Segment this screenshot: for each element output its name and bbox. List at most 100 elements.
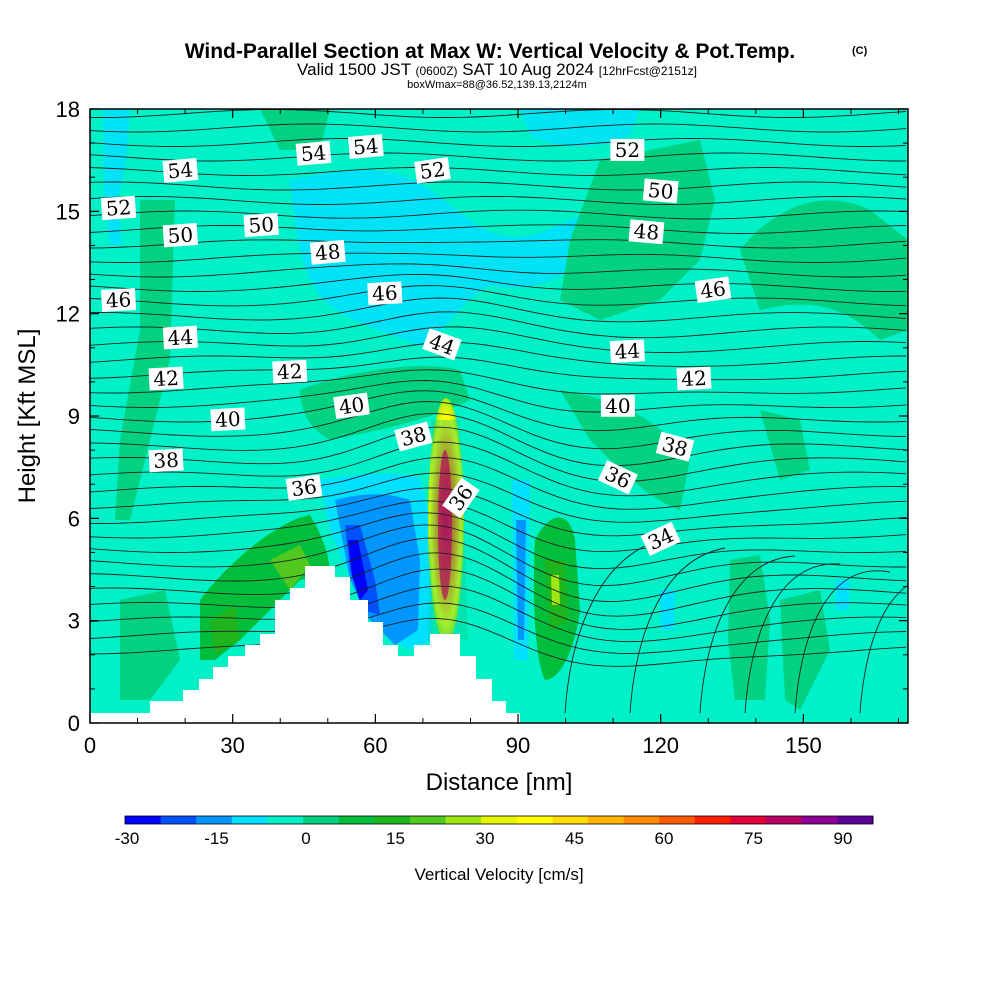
contour-label-text: 52 — [418, 157, 447, 184]
colorbar-swatch — [588, 816, 625, 824]
contour-label: 46 — [367, 281, 403, 306]
contour-label-box — [600, 394, 635, 417]
colorbar-tick-label: 0 — [301, 829, 310, 848]
colorbar-swatch — [516, 816, 553, 824]
colorbar-swatch — [481, 816, 518, 824]
updraft-core-inner — [438, 450, 452, 600]
contour-label: 36 — [597, 460, 638, 495]
contour-label-box — [100, 195, 137, 221]
contour-label-text: 54 — [352, 133, 379, 159]
colorbar-swatch — [160, 816, 197, 824]
contour-label-text: 50 — [167, 222, 194, 248]
contour-label-box — [642, 178, 679, 204]
contour-label-box — [628, 219, 665, 245]
theta-contour-line — [90, 95, 906, 103]
contour-label-text: 42 — [153, 366, 180, 391]
colorbar-tick-label: 45 — [565, 829, 584, 848]
contour-label-box — [694, 276, 732, 304]
y-axis-title: Height [Kft MSL] — [14, 329, 41, 504]
colorbar-swatch — [837, 816, 874, 824]
y-tick-label: 3 — [68, 609, 80, 634]
theta-contour-line — [90, 273, 907, 292]
velocity-region — [560, 390, 690, 510]
contour-label-box — [422, 328, 462, 361]
colorbar-swatch — [409, 816, 447, 824]
theta-contour-line — [90, 585, 907, 643]
colorbar-tick-label: 90 — [834, 829, 853, 848]
contour-label-box — [414, 157, 451, 184]
y-tick-label: 12 — [56, 302, 80, 327]
theta-contour-line — [90, 152, 906, 162]
contour-label: 42 — [272, 359, 308, 384]
contour-label: 44 — [609, 339, 645, 364]
x-tick-label: 150 — [785, 733, 822, 758]
theta-contour-line — [90, 167, 907, 176]
contour-label: 50 — [162, 222, 199, 248]
contour-label-text: 54 — [300, 140, 327, 166]
contour-label-box — [285, 474, 323, 501]
colorbar-swatch — [338, 816, 375, 824]
contour-label: 48 — [309, 239, 346, 265]
theta-contour-line — [90, 239, 907, 249]
theta-contour-line — [90, 181, 907, 191]
contour-label-box — [148, 448, 184, 473]
contour-label-text: 46 — [699, 276, 728, 303]
contour-label: 52 — [610, 138, 645, 162]
x-tick-label: 30 — [220, 733, 244, 758]
theta-contour-line — [90, 618, 907, 667]
contour-label: 42 — [676, 366, 712, 391]
contour-label: 40 — [333, 392, 370, 419]
contour-label-text: 40 — [605, 394, 630, 418]
contour-label-box — [610, 138, 645, 161]
contour-label-box — [609, 339, 645, 364]
x-tick-label: 90 — [506, 733, 530, 758]
theta-contour-line — [90, 341, 906, 367]
colorbar-swatch — [730, 816, 767, 824]
contour-label-text: 42 — [276, 359, 303, 384]
contour-label-box — [272, 359, 308, 384]
colorbar-swatch — [267, 816, 304, 824]
colorbar-tick-label: 15 — [386, 829, 405, 848]
contour-label-text: 46 — [105, 287, 132, 312]
theta-contour-line — [564, 539, 661, 714]
theta-contour-line — [794, 570, 891, 714]
contour-label-box — [295, 140, 332, 166]
colorbar-swatch — [766, 816, 803, 824]
theta-contour-line — [90, 457, 907, 510]
contour-label: 46 — [694, 276, 732, 304]
theta-contour-line — [90, 413, 907, 467]
colorbar-frame — [124, 815, 874, 825]
contour-label-box — [676, 366, 712, 391]
velocity-region — [520, 109, 640, 147]
velocity-region — [760, 410, 810, 480]
colorbar-tick-label: 60 — [655, 829, 674, 848]
contour-label: 54 — [347, 133, 384, 160]
colorbar-swatch — [374, 816, 411, 824]
contour-label: 46 — [100, 287, 137, 313]
y-tick-label: 0 — [68, 711, 80, 736]
theta-contour-line — [90, 568, 907, 630]
contour-label-text: 52 — [105, 195, 132, 221]
theta-contour-line — [90, 500, 907, 553]
contour-label-box — [243, 212, 279, 238]
x-tick-label: 0 — [84, 733, 96, 758]
colorbar-swatch — [659, 816, 696, 824]
theta-contour-line — [90, 263, 907, 278]
y-tick-label: 9 — [68, 404, 80, 429]
colorbar-tick-label: 75 — [744, 829, 763, 848]
colorbar-swatch — [303, 816, 340, 824]
contour-label: 50 — [642, 178, 679, 204]
contour-label-text: 50 — [248, 212, 275, 238]
y-tick-label: 15 — [56, 199, 80, 224]
theta-contour-line — [90, 537, 907, 602]
theta-contour-line — [90, 297, 907, 323]
contour-label: 38 — [148, 448, 184, 473]
terrain-mask — [90, 566, 520, 723]
colorbar-swatch — [552, 816, 589, 824]
contour-label-text: 52 — [615, 138, 640, 162]
colorbar-swatch — [196, 816, 233, 824]
